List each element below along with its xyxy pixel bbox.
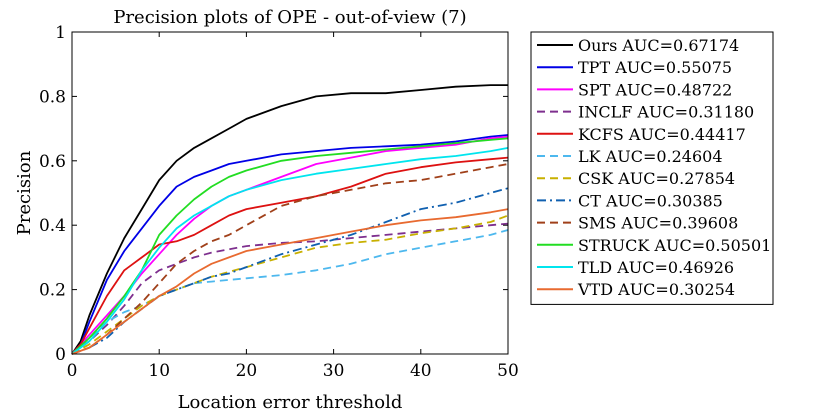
y-tick-label: 0.8 xyxy=(39,87,66,107)
x-tick-label: 10 xyxy=(148,361,170,381)
legend: Ours AUC=0.67174 TPT AUC=0.55075 SPT AUC=0… xyxy=(530,31,774,305)
legend-label-tld: TLD AUC=0.46926 xyxy=(578,258,734,277)
legend-label-lk: LK AUC=0.24604 xyxy=(578,147,723,166)
legend-label-inclf: INCLF AUC=0.31180 xyxy=(578,103,754,122)
y-tick-label: 1 xyxy=(55,23,66,43)
x-tick-label: 30 xyxy=(323,361,345,381)
legend-label-sms: SMS AUC=0.39608 xyxy=(578,214,738,233)
series-line-lk xyxy=(71,229,509,355)
series-line-ours xyxy=(71,84,508,355)
y-tick-label: 0 xyxy=(55,345,66,365)
y-tick-label: 0.4 xyxy=(39,216,66,236)
legend-box xyxy=(530,31,774,305)
series-line-kcfs xyxy=(71,156,509,355)
x-tick-label: 0 xyxy=(67,361,78,381)
x-tick-label: 50 xyxy=(497,361,519,381)
legend-label-struck: STRUCK AUC=0.50501 xyxy=(578,236,771,255)
y-axis-label: Precision xyxy=(14,150,35,235)
legend-label-ours: Ours AUC=0.67174 xyxy=(578,36,739,55)
legend-label-kcfs: KCFS AUC=0.44417 xyxy=(578,125,746,144)
legend-label-vtd: VTD AUC=0.30254 xyxy=(577,280,735,299)
y-tick-label: 0.2 xyxy=(39,281,66,301)
legend-label-spt: SPT AUC=0.48722 xyxy=(578,80,732,99)
x-tick-label: 40 xyxy=(410,361,432,381)
series-line-sms xyxy=(71,163,509,355)
y-tick-label: 0.6 xyxy=(39,152,66,172)
series-line-struck xyxy=(71,137,509,355)
x-tick-label: 20 xyxy=(236,361,258,381)
series-line-tld xyxy=(71,147,509,355)
axes-box xyxy=(71,31,509,355)
x-axis-label: Location error threshold xyxy=(178,392,403,413)
plot-area: 0 10 20 30 40 50 0 0.2 0.4 0.6 0.8 1 xyxy=(39,23,519,381)
legend-label-tpt: TPT AUC=0.55075 xyxy=(578,58,732,77)
chart-title: Precision plots of OPE - out-of-view (7) xyxy=(113,7,466,28)
series-line-tpt xyxy=(71,134,509,355)
series-line-inclf xyxy=(71,222,509,355)
legend-label-csk: CSK AUC=0.27854 xyxy=(578,169,735,188)
series-line-vtd xyxy=(71,208,509,355)
legend-label-ct: CT AUC=0.30385 xyxy=(578,191,723,210)
